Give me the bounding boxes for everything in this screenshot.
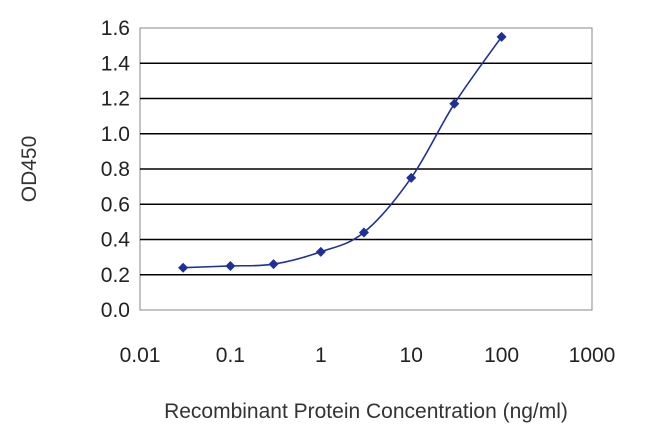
x-tick-label: 10 <box>400 344 423 367</box>
y-tick-label: 1.0 <box>101 123 130 146</box>
y-tick-label: 0.0 <box>101 299 130 322</box>
data-point <box>406 172 417 183</box>
data-point <box>178 262 189 273</box>
x-tick-label: 0.01 <box>120 344 161 367</box>
data-point <box>449 98 460 109</box>
data-point <box>358 227 369 238</box>
y-tick-label: 1.6 <box>101 17 130 40</box>
y-tick-label: 1.2 <box>101 88 130 111</box>
gridlines <box>140 62 592 276</box>
y-axis-label: OD450 <box>18 136 41 203</box>
x-axis-ticks: 0.01 0.1 1 10 100 1000 <box>120 344 616 367</box>
y-tick-label: 0.6 <box>101 193 130 216</box>
x-tick-label: 0.1 <box>216 344 245 367</box>
x-tick-label: 1 <box>315 344 327 367</box>
y-tick-label: 0.4 <box>101 229 131 252</box>
series-layer <box>178 31 507 273</box>
y-tick-label: 1.4 <box>101 52 131 75</box>
data-point <box>268 259 279 270</box>
y-tick-label: 0.8 <box>101 158 130 181</box>
data-point <box>496 31 507 42</box>
data-point <box>225 260 236 271</box>
x-tick-label: 100 <box>484 344 519 367</box>
data-point <box>315 246 326 257</box>
y-tick-label: 0.2 <box>101 264 130 287</box>
x-axis-label: Recombinant Protein Concentration (ng/ml… <box>164 400 568 423</box>
x-tick-label: 1000 <box>569 344 616 367</box>
y-axis-ticks: 0.0 0.2 0.4 0.6 0.8 1.0 1.2 1.4 1.6 <box>101 17 131 322</box>
